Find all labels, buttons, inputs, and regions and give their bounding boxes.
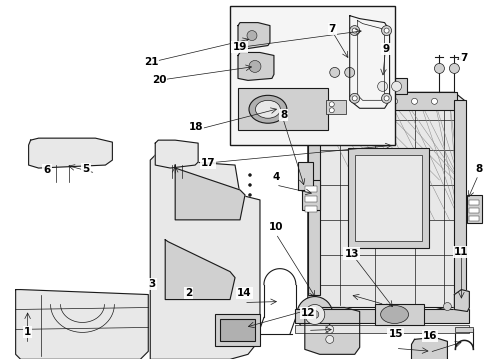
Bar (453, 100, 466, 294)
Circle shape (349, 26, 359, 36)
Circle shape (329, 67, 339, 77)
Circle shape (351, 98, 357, 104)
Text: 7: 7 (328, 24, 335, 35)
Text: 10: 10 (268, 222, 283, 231)
Ellipse shape (380, 306, 407, 323)
Circle shape (391, 81, 401, 91)
Polygon shape (16, 289, 148, 359)
Text: 18: 18 (188, 122, 203, 132)
Circle shape (304, 305, 324, 324)
Polygon shape (453, 289, 468, 311)
Text: 2: 2 (184, 288, 192, 298)
Text: 4: 4 (272, 172, 279, 182)
Circle shape (377, 81, 387, 91)
Circle shape (310, 310, 318, 319)
Circle shape (248, 60, 261, 72)
Circle shape (325, 336, 333, 343)
Circle shape (381, 26, 391, 36)
Circle shape (248, 193, 251, 197)
Circle shape (443, 302, 450, 310)
Bar (468, 200, 478, 205)
Bar (307, 100, 319, 294)
Text: 19: 19 (232, 42, 246, 52)
Circle shape (383, 28, 388, 33)
Circle shape (411, 98, 417, 104)
Polygon shape (150, 155, 260, 359)
Circle shape (381, 93, 391, 103)
Bar (304, 186, 316, 192)
Circle shape (383, 96, 388, 101)
Circle shape (246, 31, 256, 41)
Text: 12: 12 (300, 308, 314, 318)
Polygon shape (307, 92, 464, 307)
Text: 6: 6 (43, 165, 51, 175)
Circle shape (433, 63, 444, 73)
Bar (304, 206, 316, 212)
Text: 20: 20 (152, 75, 166, 85)
Circle shape (328, 102, 334, 107)
Polygon shape (155, 140, 198, 168)
Text: 7: 7 (459, 53, 467, 63)
Bar (238, 88, 327, 130)
Bar (347, 148, 428, 248)
Text: 13: 13 (344, 248, 358, 258)
Text: 16: 16 (422, 331, 436, 341)
Text: 1: 1 (24, 327, 31, 337)
Text: 14: 14 (237, 288, 251, 298)
Circle shape (351, 96, 356, 101)
Circle shape (344, 67, 354, 77)
Text: 17: 17 (200, 158, 215, 168)
Bar (229, 6, 394, 145)
Bar (294, 310, 468, 323)
Text: 8: 8 (474, 164, 481, 174)
Bar (468, 208, 478, 213)
Ellipse shape (248, 95, 286, 123)
Bar (317, 92, 456, 110)
Circle shape (296, 297, 332, 332)
Text: 21: 21 (143, 57, 158, 67)
Circle shape (448, 63, 458, 73)
Polygon shape (238, 23, 269, 49)
Bar (297, 162, 312, 190)
Circle shape (371, 98, 377, 104)
Text: 15: 15 (387, 329, 402, 339)
Bar (467, 195, 481, 223)
Circle shape (351, 28, 356, 33)
Polygon shape (29, 138, 112, 168)
Circle shape (248, 184, 251, 186)
Text: 11: 11 (453, 247, 468, 257)
Polygon shape (175, 165, 244, 220)
Bar (374, 78, 406, 94)
Bar (294, 325, 468, 333)
Circle shape (248, 174, 251, 176)
Bar (354, 155, 422, 241)
Bar (325, 100, 345, 114)
Polygon shape (411, 337, 447, 360)
Polygon shape (304, 307, 359, 354)
Circle shape (325, 325, 333, 333)
Text: 3: 3 (148, 279, 155, 289)
Circle shape (328, 108, 334, 113)
Text: 5: 5 (82, 164, 89, 174)
Circle shape (430, 98, 437, 104)
Circle shape (331, 98, 337, 104)
Bar (468, 216, 478, 221)
Text: 9: 9 (382, 44, 388, 54)
Bar (304, 196, 316, 202)
Circle shape (349, 93, 359, 103)
Bar (215, 315, 260, 346)
Polygon shape (165, 240, 235, 300)
Circle shape (391, 98, 397, 104)
Bar (301, 180, 319, 210)
Ellipse shape (255, 100, 280, 118)
Bar (374, 303, 424, 325)
Bar (220, 319, 254, 341)
Bar (454, 328, 472, 332)
Text: 8: 8 (279, 111, 286, 121)
Polygon shape (238, 53, 273, 80)
